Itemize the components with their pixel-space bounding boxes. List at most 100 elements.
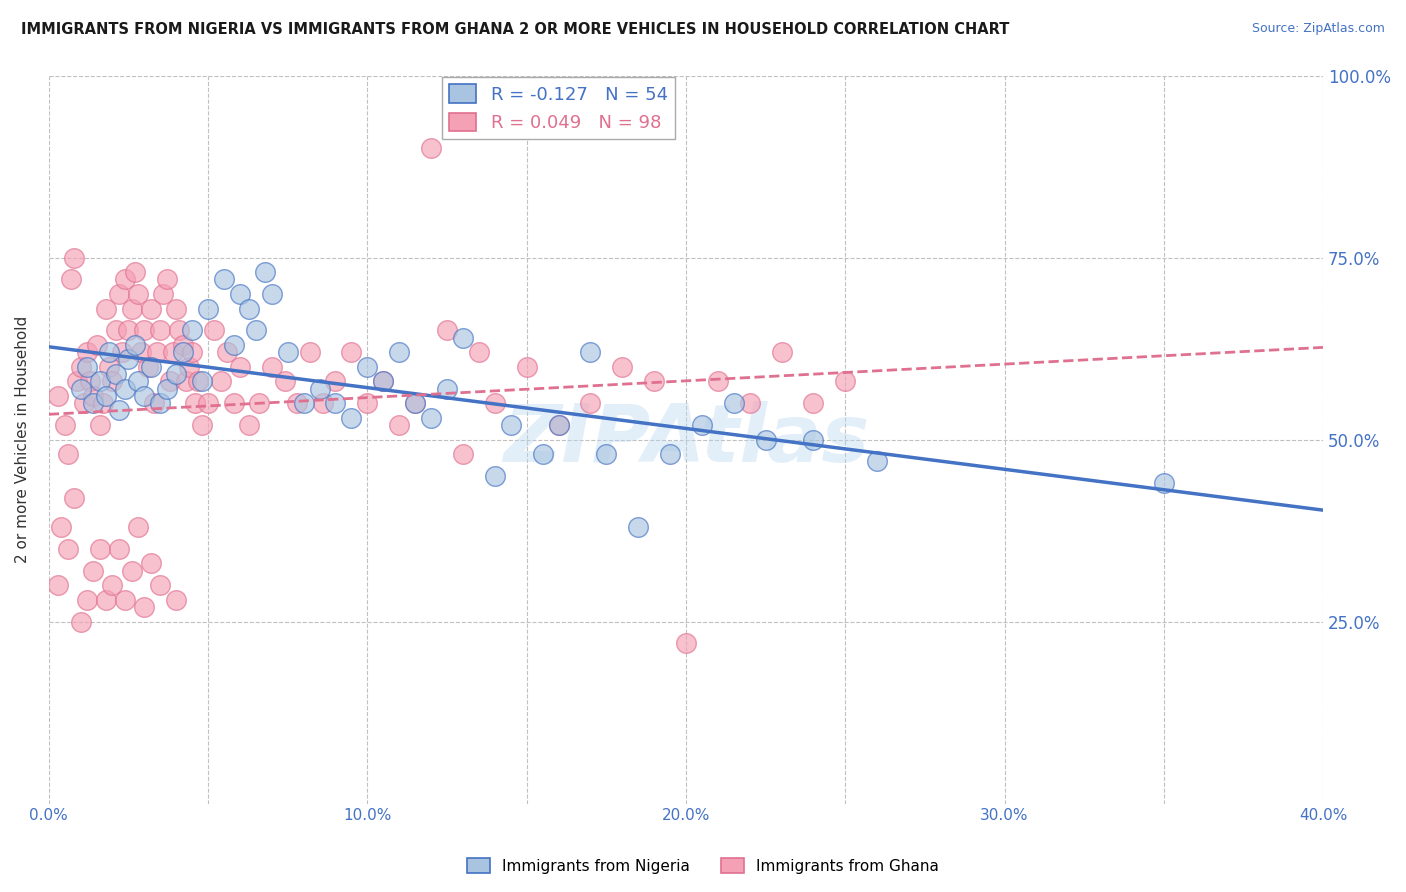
Point bbox=[420, 141, 443, 155]
Point bbox=[755, 433, 778, 447]
Point bbox=[217, 345, 239, 359]
Point bbox=[172, 338, 194, 352]
Point bbox=[579, 345, 602, 359]
Point bbox=[101, 374, 124, 388]
Legend: R = -0.127   N = 54, R = 0.049   N = 98: R = -0.127 N = 54, R = 0.049 N = 98 bbox=[441, 78, 675, 139]
Point bbox=[308, 382, 330, 396]
Point bbox=[181, 323, 204, 337]
Point bbox=[73, 396, 96, 410]
Point bbox=[51, 520, 73, 534]
Point bbox=[627, 520, 650, 534]
Point bbox=[98, 359, 121, 374]
Point bbox=[373, 374, 395, 388]
Text: Source: ZipAtlas.com: Source: ZipAtlas.com bbox=[1251, 22, 1385, 36]
Point bbox=[98, 345, 121, 359]
Point bbox=[108, 287, 131, 301]
Point bbox=[165, 367, 187, 381]
Point bbox=[484, 396, 506, 410]
Point bbox=[388, 345, 411, 359]
Point bbox=[94, 592, 117, 607]
Point bbox=[277, 345, 299, 359]
Point bbox=[451, 447, 474, 461]
Point bbox=[388, 417, 411, 432]
Point bbox=[184, 396, 207, 410]
Point bbox=[149, 323, 172, 337]
Point bbox=[91, 396, 114, 410]
Point bbox=[82, 564, 104, 578]
Point bbox=[114, 272, 136, 286]
Point bbox=[273, 374, 295, 388]
Point bbox=[468, 345, 491, 359]
Point bbox=[516, 359, 538, 374]
Point bbox=[612, 359, 634, 374]
Point bbox=[142, 396, 165, 410]
Point bbox=[111, 345, 134, 359]
Point bbox=[89, 541, 111, 556]
Point bbox=[803, 396, 825, 410]
Point bbox=[46, 578, 69, 592]
Point bbox=[79, 374, 101, 388]
Point bbox=[114, 592, 136, 607]
Point bbox=[165, 592, 187, 607]
Point bbox=[866, 454, 889, 468]
Point bbox=[104, 323, 127, 337]
Point bbox=[82, 389, 104, 403]
Point bbox=[803, 433, 825, 447]
Point bbox=[325, 374, 347, 388]
Point bbox=[420, 410, 443, 425]
Point bbox=[690, 417, 713, 432]
Point bbox=[169, 323, 191, 337]
Point bbox=[104, 367, 127, 381]
Point bbox=[159, 374, 181, 388]
Point bbox=[738, 396, 761, 410]
Point bbox=[285, 396, 308, 410]
Point bbox=[579, 396, 602, 410]
Point bbox=[60, 272, 83, 286]
Point bbox=[436, 382, 458, 396]
Point bbox=[117, 352, 139, 367]
Point bbox=[325, 396, 347, 410]
Point bbox=[659, 447, 682, 461]
Point bbox=[707, 374, 730, 388]
Point bbox=[101, 578, 124, 592]
Point bbox=[121, 564, 143, 578]
Point bbox=[121, 301, 143, 316]
Point bbox=[1153, 476, 1175, 491]
Point bbox=[134, 389, 156, 403]
Point bbox=[108, 403, 131, 417]
Point bbox=[531, 447, 554, 461]
Point bbox=[139, 301, 162, 316]
Point bbox=[76, 592, 98, 607]
Point bbox=[124, 338, 146, 352]
Point bbox=[190, 417, 212, 432]
Point bbox=[129, 345, 152, 359]
Point bbox=[66, 374, 89, 388]
Point bbox=[53, 417, 76, 432]
Point bbox=[117, 323, 139, 337]
Point bbox=[547, 417, 569, 432]
Point bbox=[770, 345, 793, 359]
Point bbox=[165, 301, 187, 316]
Point bbox=[212, 272, 235, 286]
Point bbox=[149, 578, 172, 592]
Point bbox=[127, 287, 149, 301]
Point bbox=[76, 345, 98, 359]
Point bbox=[643, 374, 665, 388]
Point bbox=[82, 396, 104, 410]
Point bbox=[149, 396, 172, 410]
Point bbox=[373, 374, 395, 388]
Point bbox=[127, 374, 149, 388]
Point bbox=[156, 382, 179, 396]
Point bbox=[76, 359, 98, 374]
Point bbox=[56, 541, 79, 556]
Point bbox=[356, 396, 378, 410]
Point bbox=[69, 382, 91, 396]
Point bbox=[312, 396, 335, 410]
Point bbox=[69, 359, 91, 374]
Point bbox=[56, 447, 79, 461]
Point bbox=[356, 359, 378, 374]
Point bbox=[340, 410, 363, 425]
Point bbox=[222, 338, 245, 352]
Y-axis label: 2 or more Vehicles in Household: 2 or more Vehicles in Household bbox=[15, 316, 30, 563]
Point bbox=[238, 417, 260, 432]
